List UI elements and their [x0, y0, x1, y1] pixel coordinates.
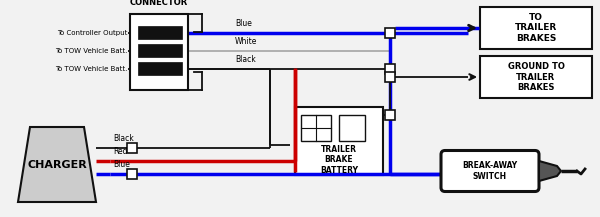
Bar	[339, 115, 365, 141]
Bar	[127, 143, 137, 153]
Text: CHARGER: CHARGER	[27, 159, 87, 169]
Text: BREAK-AWAY
SWITCH: BREAK-AWAY SWITCH	[463, 161, 518, 181]
Polygon shape	[18, 127, 96, 202]
Bar	[127, 169, 137, 179]
FancyBboxPatch shape	[441, 151, 539, 191]
Bar	[138, 26, 182, 39]
Bar	[295, 107, 383, 175]
Text: Blue: Blue	[235, 19, 252, 28]
Bar	[385, 110, 395, 120]
Bar	[385, 28, 395, 38]
Bar	[480, 56, 592, 98]
Text: Red: Red	[113, 147, 128, 156]
Text: TRAILER
CONNECTOR: TRAILER CONNECTOR	[130, 0, 188, 7]
Text: GROUND TO
TRAILER
BRAKES: GROUND TO TRAILER BRAKES	[508, 62, 565, 92]
Text: To TOW Vehicle Batt.: To TOW Vehicle Batt.	[55, 66, 127, 72]
Text: To TOW Vehicle Batt.: To TOW Vehicle Batt.	[55, 48, 127, 54]
Polygon shape	[539, 161, 561, 181]
Bar	[138, 44, 182, 57]
Text: Blue: Blue	[113, 160, 130, 169]
Bar	[301, 115, 331, 141]
Text: TO
TRAILER
BRAKES: TO TRAILER BRAKES	[515, 13, 557, 43]
Text: TRAILER
BRAKE
BATTERY: TRAILER BRAKE BATTERY	[320, 145, 358, 175]
Bar	[138, 62, 182, 75]
Bar	[385, 64, 395, 74]
Bar	[480, 7, 592, 49]
Text: Black: Black	[235, 55, 256, 64]
Text: White: White	[235, 37, 257, 46]
Text: Black: Black	[113, 134, 134, 143]
Bar	[385, 72, 395, 82]
Text: To Controller Output: To Controller Output	[56, 30, 127, 36]
Bar	[130, 14, 188, 90]
